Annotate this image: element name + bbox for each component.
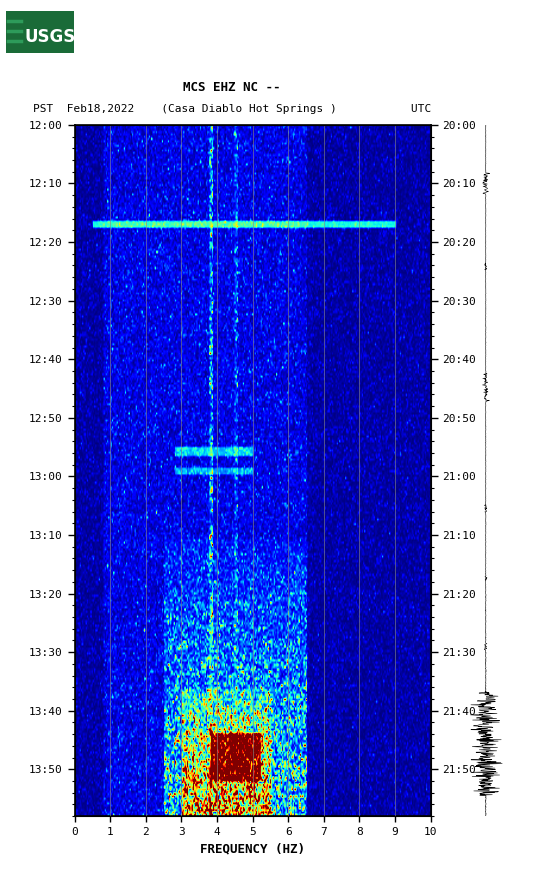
- Bar: [6, 12, 74, 54]
- X-axis label: FREQUENCY (HZ): FREQUENCY (HZ): [200, 842, 305, 855]
- Text: MCS EHZ NC --: MCS EHZ NC --: [183, 80, 280, 94]
- Text: USGS: USGS: [24, 28, 76, 45]
- Text: PST  Feb18,2022    (Casa Diablo Hot Springs )           UTC: PST Feb18,2022 (Casa Diablo Hot Springs …: [33, 104, 431, 114]
